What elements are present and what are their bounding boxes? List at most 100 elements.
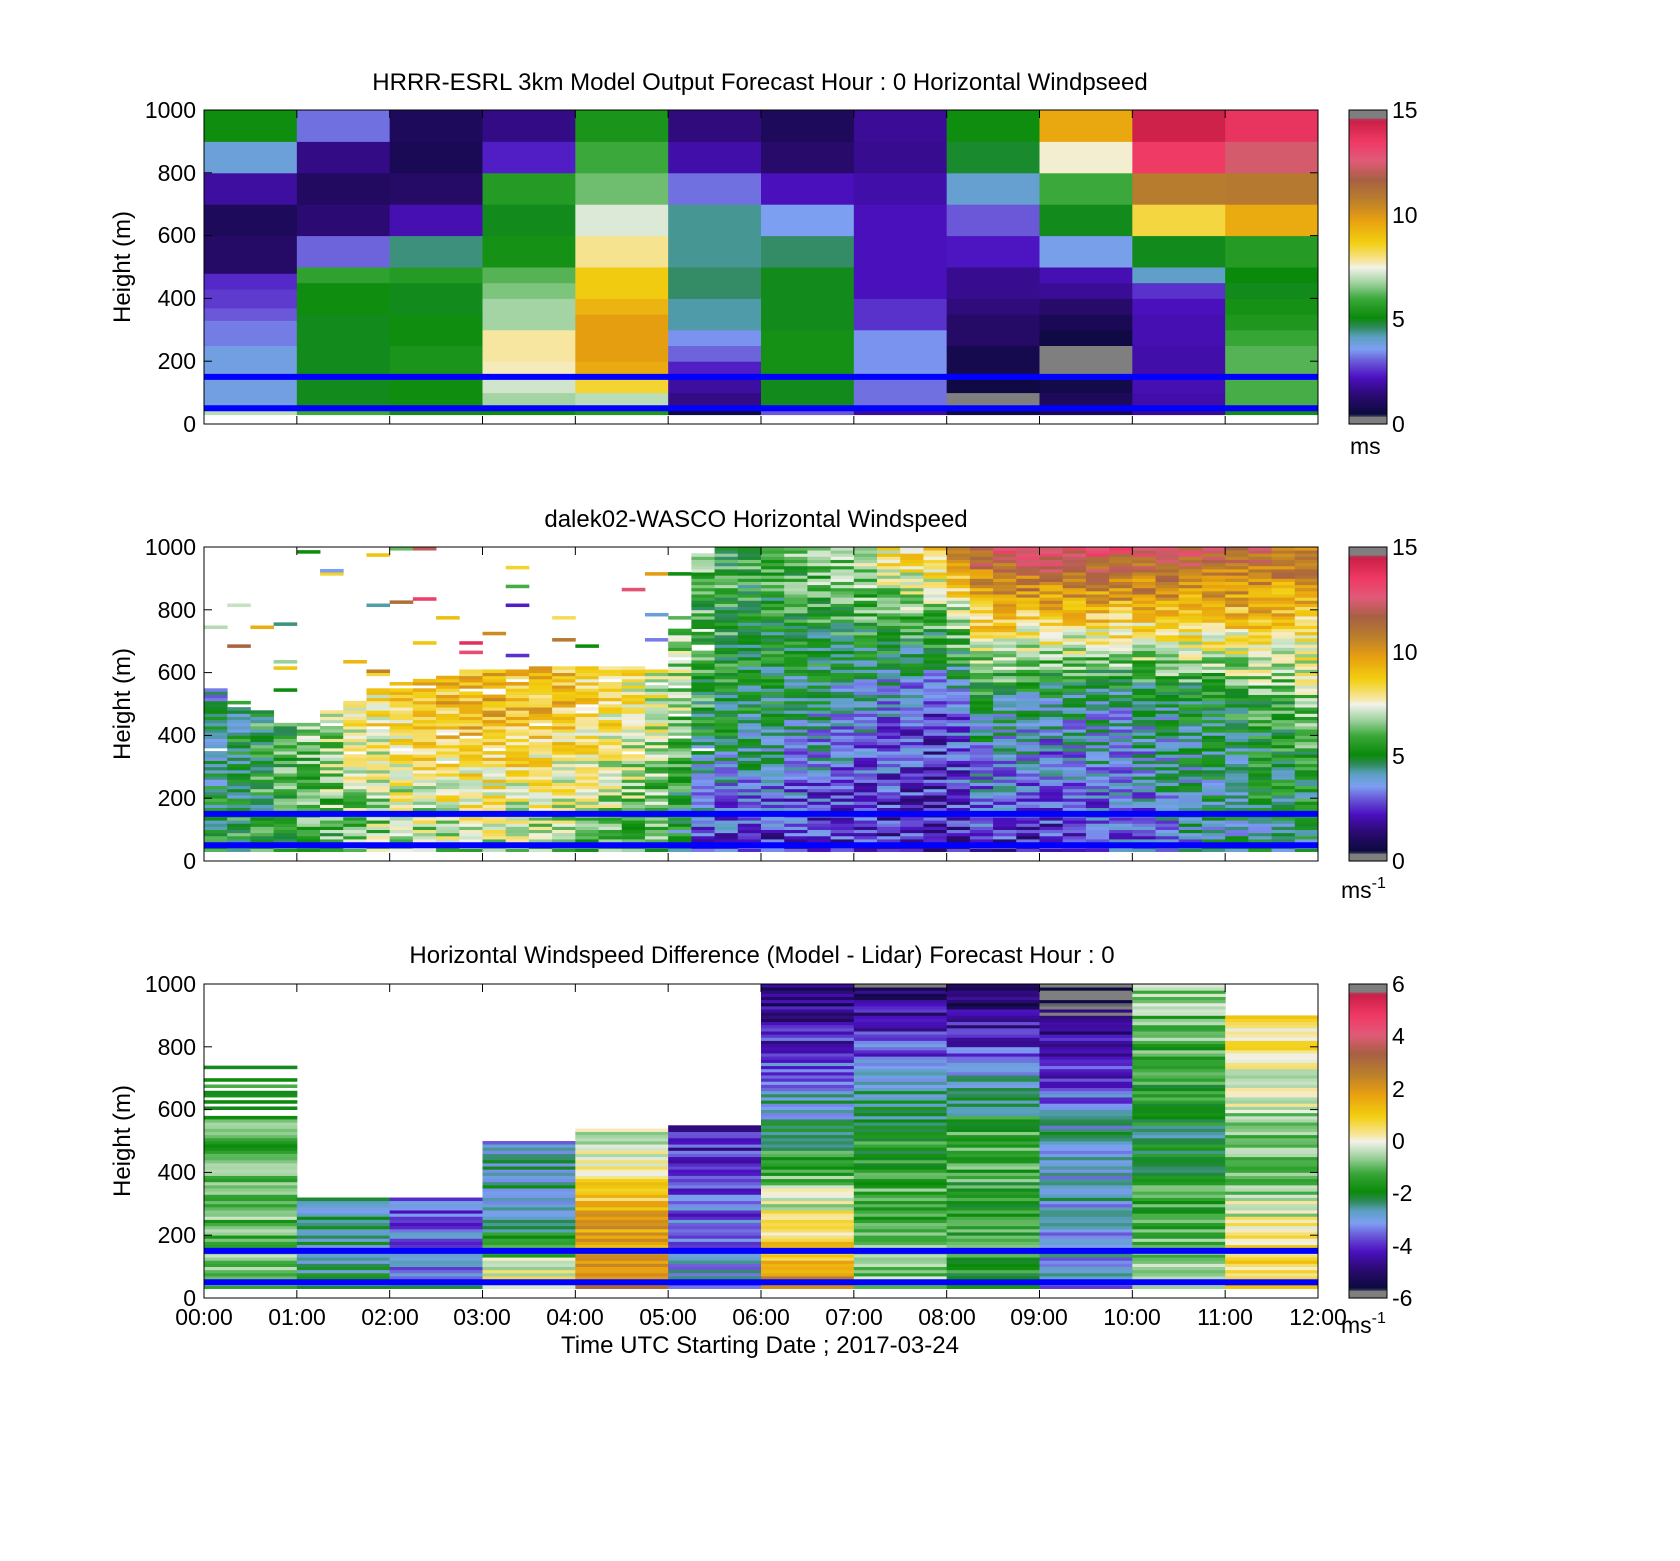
heatmap-cell <box>946 1285 1040 1289</box>
heatmap-cell <box>714 660 739 664</box>
heatmap-cell <box>343 713 367 717</box>
heatmap-cell <box>969 694 994 699</box>
colorbar-segment <box>1349 184 1387 187</box>
heatmap-cell <box>969 807 994 812</box>
heatmap-cell <box>505 795 530 799</box>
heatmap-cell <box>296 1244 391 1249</box>
heatmap-cell <box>923 823 948 827</box>
heatmap-cell <box>1085 826 1110 830</box>
heatmap-cell <box>389 1241 483 1246</box>
heatmap-cell <box>1109 612 1133 617</box>
heatmap-cell <box>737 704 762 708</box>
heatmap-cell <box>1178 644 1203 648</box>
heatmap-cell <box>227 785 251 790</box>
heatmap-cell <box>1248 710 1272 714</box>
heatmap-cell <box>1271 700 1296 705</box>
heatmap-cell <box>1201 766 1226 771</box>
heatmap-cell <box>389 691 414 695</box>
heatmap-cell <box>853 791 878 796</box>
colorbar-segment <box>1349 218 1387 221</box>
heatmap-cell <box>807 729 832 733</box>
colorbar-segment <box>1349 625 1387 628</box>
heatmap-cell <box>505 713 530 717</box>
heatmap-cell <box>320 798 344 802</box>
heatmap-cell <box>1039 763 1064 768</box>
heatmap-cell <box>621 678 646 683</box>
heatmap-cell <box>761 1018 855 1023</box>
heatmap-cell <box>830 766 855 771</box>
heatmap-cell <box>482 823 507 827</box>
heatmap-cell <box>1178 638 1203 642</box>
heatmap-cell <box>1085 751 1110 755</box>
heatmap-cell <box>343 722 367 727</box>
heatmap-cell <box>946 628 971 633</box>
heatmap-cell <box>1039 725 1064 730</box>
heatmap-cell <box>946 547 971 551</box>
heatmap-cell <box>714 776 739 780</box>
heatmap-cell <box>1225 653 1249 658</box>
heatmap-cell <box>1039 1222 1133 1227</box>
colorbar-segment <box>1349 152 1387 155</box>
heatmap-cell <box>784 682 808 686</box>
colorbar-segment <box>1349 412 1387 415</box>
heatmap-cell <box>1201 773 1226 777</box>
colorbar-segment <box>1349 116 1387 119</box>
heatmap-cell <box>853 1200 948 1205</box>
heatmap-cell <box>482 754 507 758</box>
heatmap-cell <box>621 776 646 780</box>
heatmap-cell <box>668 700 692 705</box>
heatmap-cell <box>691 839 715 843</box>
heatmap-cell <box>250 732 275 736</box>
panel-difference: Horizontal Windspeed Difference (Model -… <box>109 942 1413 1359</box>
heatmap-cell <box>737 848 762 852</box>
heatmap-cell <box>923 760 948 765</box>
heatmap-cell <box>528 735 553 739</box>
heatmap-cell <box>204 141 298 174</box>
heatmap-cell <box>1109 572 1133 576</box>
heatmap-cell <box>621 773 646 777</box>
colorbar-segment <box>1349 198 1387 201</box>
heatmap-cell <box>1085 660 1110 664</box>
heatmap-cell <box>621 782 646 787</box>
heatmap-cell <box>598 832 623 837</box>
heatmap-cell <box>969 757 994 761</box>
heatmap-cell <box>598 700 623 705</box>
heatmap-cell <box>412 738 437 743</box>
heatmap-cell <box>668 1216 762 1220</box>
heatmap-cell <box>459 678 483 683</box>
heatmap-cell <box>273 826 298 830</box>
colorbar-segment <box>1349 851 1387 854</box>
colorbar-segment <box>1349 551 1387 554</box>
heatmap-cell <box>969 751 994 755</box>
heatmap-cell <box>830 801 855 805</box>
heatmap-cell <box>1178 732 1203 736</box>
heatmap-cell <box>598 722 623 727</box>
heatmap-cell <box>668 1213 762 1217</box>
heatmap-cell <box>714 782 739 787</box>
heatmap-cell <box>784 769 808 774</box>
heatmap-cell <box>807 578 832 582</box>
heatmap-cell <box>482 848 507 852</box>
heatmap-cell <box>482 829 507 834</box>
heatmap-cell <box>575 766 599 771</box>
heatmap-cell <box>993 581 1017 586</box>
heatmap-cell <box>714 606 739 611</box>
heatmap-cell <box>1178 675 1203 680</box>
heatmap-cell <box>737 807 762 812</box>
heatmap-cell <box>644 760 669 765</box>
colorbar-segment <box>1349 775 1387 778</box>
heatmap-cell <box>389 776 414 780</box>
heatmap-cell <box>575 1162 669 1167</box>
heatmap-cell <box>853 779 878 783</box>
heatmap-cell <box>830 562 855 567</box>
heatmap-cell <box>714 675 739 680</box>
heatmap-cell <box>204 1137 298 1142</box>
heatmap-cell <box>923 700 948 705</box>
heatmap-cell <box>389 769 414 774</box>
heatmap-cell <box>969 716 994 721</box>
heatmap-cell <box>877 628 901 633</box>
heatmap-cell <box>1155 565 1180 570</box>
heatmap-cell <box>482 1156 576 1161</box>
heatmap-cell <box>1294 832 1318 837</box>
heatmap-cell <box>1225 675 1249 680</box>
